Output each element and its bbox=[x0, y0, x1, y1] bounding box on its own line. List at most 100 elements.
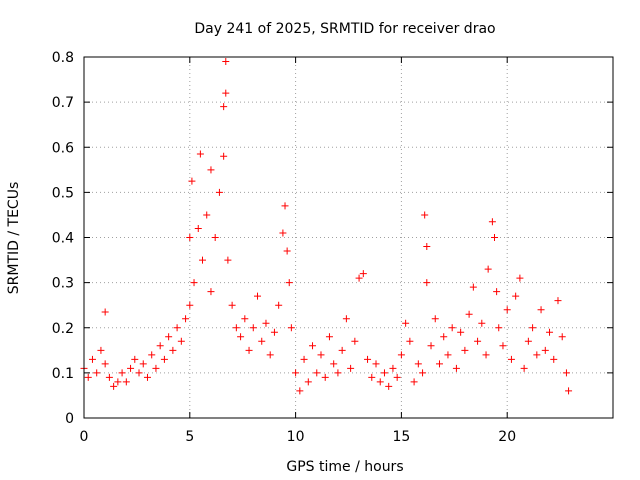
data-points bbox=[80, 58, 573, 395]
data-point bbox=[93, 369, 101, 377]
data-point bbox=[122, 378, 130, 386]
data-point bbox=[347, 364, 355, 372]
data-point bbox=[321, 373, 329, 381]
data-point bbox=[520, 364, 528, 372]
data-point bbox=[317, 351, 325, 359]
data-point bbox=[207, 166, 215, 174]
data-point bbox=[368, 373, 376, 381]
data-point bbox=[469, 283, 477, 291]
data-point bbox=[237, 333, 245, 341]
data-point bbox=[283, 247, 291, 255]
data-point bbox=[334, 369, 342, 377]
data-point bbox=[84, 373, 92, 381]
axes: 0 0.1 0.2 0.3 0.4 0.5 0.6 0.7 0.8 0 5 10 15 20 bbox=[52, 50, 614, 445]
data-point bbox=[503, 306, 511, 314]
data-point bbox=[266, 351, 274, 359]
data-point bbox=[338, 346, 346, 354]
y-tick-label-3: 0.3 bbox=[52, 276, 74, 292]
data-point bbox=[173, 324, 181, 332]
data-point bbox=[275, 301, 283, 309]
data-point bbox=[207, 288, 215, 296]
data-point bbox=[203, 211, 211, 219]
data-point bbox=[177, 337, 185, 345]
data-point bbox=[222, 89, 230, 97]
data-point bbox=[262, 319, 270, 327]
data-point bbox=[524, 337, 532, 345]
data-point bbox=[516, 274, 524, 282]
data-point bbox=[414, 360, 422, 368]
data-point bbox=[110, 382, 118, 390]
data-point bbox=[88, 355, 96, 363]
data-point bbox=[287, 324, 295, 332]
data-point bbox=[495, 324, 503, 332]
data-point bbox=[156, 342, 164, 350]
data-point bbox=[465, 310, 473, 318]
data-point bbox=[241, 315, 249, 323]
data-point bbox=[402, 319, 410, 327]
data-point bbox=[114, 378, 122, 386]
data-point bbox=[105, 373, 113, 381]
data-point bbox=[254, 292, 262, 300]
y-tick-label-8: 0.8 bbox=[52, 50, 74, 66]
data-point bbox=[380, 369, 388, 377]
x-tick-label-0: 0 bbox=[80, 429, 89, 445]
data-point bbox=[143, 373, 151, 381]
data-point bbox=[228, 301, 236, 309]
data-point bbox=[372, 360, 380, 368]
data-point bbox=[410, 378, 418, 386]
data-point bbox=[211, 234, 219, 241]
data-point bbox=[165, 333, 173, 341]
data-point bbox=[220, 152, 228, 160]
data-point bbox=[281, 202, 289, 210]
y-tick-label-5: 0.5 bbox=[52, 185, 74, 201]
chart-title: Day 241 of 2025, SRMTID for receiver dra… bbox=[194, 21, 495, 37]
data-point bbox=[232, 324, 240, 332]
data-point bbox=[131, 355, 139, 363]
data-point bbox=[359, 270, 367, 278]
x-tick-label-1: 5 bbox=[185, 429, 194, 445]
data-point bbox=[507, 355, 515, 363]
data-point bbox=[431, 315, 439, 323]
data-point bbox=[389, 364, 397, 372]
y-tick-label-0: 0 bbox=[65, 411, 74, 427]
data-point bbox=[127, 364, 135, 372]
data-point bbox=[499, 342, 507, 350]
data-point bbox=[309, 342, 317, 350]
data-point bbox=[101, 308, 109, 316]
data-point bbox=[296, 387, 304, 395]
data-point bbox=[444, 351, 452, 359]
data-point bbox=[152, 364, 160, 372]
data-point bbox=[529, 324, 537, 332]
data-point bbox=[452, 364, 460, 372]
data-point bbox=[101, 360, 109, 368]
data-point bbox=[461, 346, 469, 354]
data-point bbox=[541, 346, 549, 354]
data-point bbox=[245, 346, 253, 354]
data-point bbox=[565, 387, 573, 395]
data-point bbox=[300, 355, 308, 363]
data-point bbox=[186, 301, 194, 309]
data-point bbox=[285, 279, 293, 287]
data-point bbox=[325, 333, 333, 341]
data-point bbox=[546, 328, 554, 336]
y-axis-label: SRMTID / TECUs bbox=[6, 182, 22, 295]
data-point bbox=[342, 315, 350, 323]
data-point bbox=[224, 256, 232, 264]
data-point bbox=[478, 319, 486, 327]
data-point bbox=[484, 265, 492, 273]
data-point bbox=[423, 279, 431, 287]
data-point bbox=[196, 150, 204, 158]
data-point bbox=[222, 58, 230, 66]
data-point bbox=[537, 306, 545, 314]
data-point bbox=[364, 355, 372, 363]
data-point bbox=[270, 328, 278, 336]
data-point bbox=[148, 351, 156, 359]
data-point bbox=[292, 369, 300, 377]
data-point bbox=[313, 369, 321, 377]
data-point bbox=[351, 337, 359, 345]
data-point bbox=[198, 256, 206, 264]
data-point bbox=[435, 360, 443, 368]
data-point bbox=[182, 315, 190, 323]
data-point bbox=[393, 373, 401, 381]
data-point bbox=[448, 324, 456, 332]
